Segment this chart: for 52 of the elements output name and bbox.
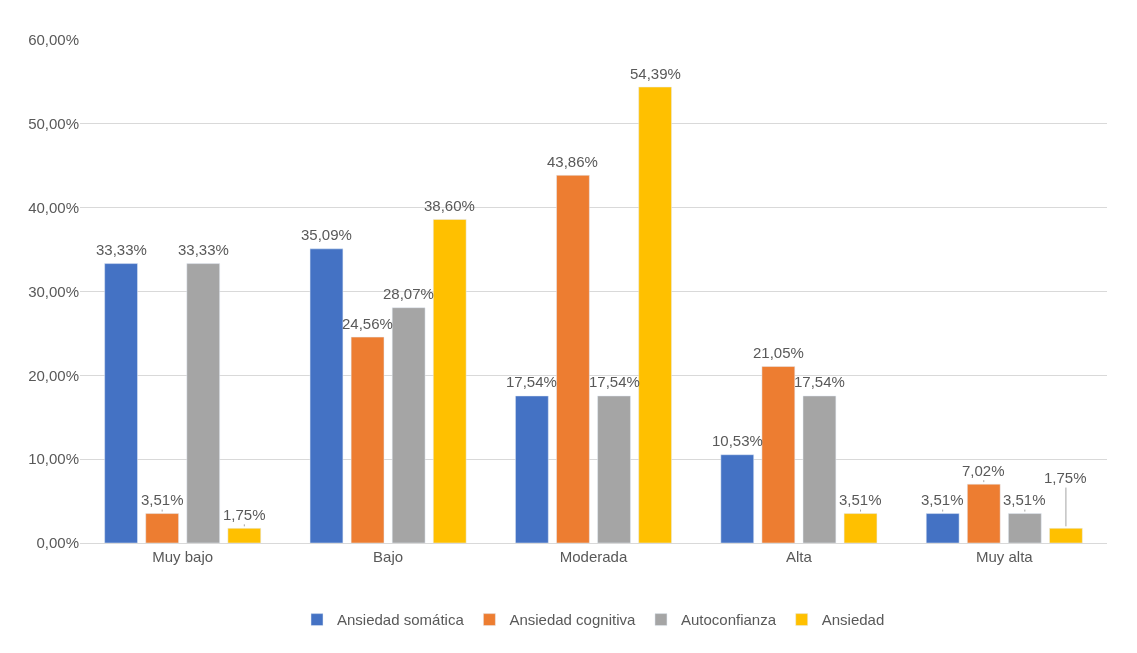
bar (597, 395, 631, 543)
bar (556, 175, 590, 543)
data-label: 7,02% (962, 462, 1005, 479)
bar (227, 528, 261, 543)
bar (843, 513, 878, 543)
data-label: 3,51% (1003, 491, 1046, 508)
data-label: 3,51% (921, 491, 964, 508)
data-label: 35,09% (301, 226, 352, 243)
data-label: 3,51% (141, 491, 184, 508)
bar (720, 454, 754, 543)
data-label: 17,54% (506, 373, 557, 390)
bar (350, 336, 385, 543)
data-label: 21,05% (753, 344, 804, 361)
y-tick-label: 0,00% (36, 534, 79, 552)
data-label: 33,33% (96, 241, 147, 258)
y-tick-label: 40,00% (28, 198, 79, 216)
bar (104, 263, 138, 543)
y-tick-label: 10,00% (28, 450, 79, 468)
data-label: 33,33% (178, 241, 229, 258)
bar (761, 366, 796, 543)
x-tick-label: Alta (785, 548, 813, 565)
data-label: 17,54% (794, 373, 845, 390)
bar (1049, 528, 1083, 543)
legend-label: Ansiedad (821, 611, 885, 629)
data-label: 1,75% (223, 506, 266, 523)
bar (391, 307, 426, 543)
bar (967, 483, 1001, 543)
x-tick-label: Muy alta (975, 548, 1034, 565)
x-tick-label: Bajo (373, 548, 404, 565)
x-tick-label: Muy bajo (152, 548, 214, 565)
data-label: 54,39% (630, 65, 681, 82)
x-tick-label: Moderada (559, 548, 628, 565)
bar (433, 219, 467, 543)
y-tick-label: 60,00% (28, 31, 79, 49)
bar (186, 263, 220, 543)
bar (926, 513, 960, 543)
bar (515, 395, 549, 543)
y-tick-label: 30,00% (28, 282, 79, 300)
data-label: 1,75% (1044, 469, 1087, 486)
bar (638, 86, 672, 543)
bar (802, 395, 837, 543)
bar (309, 248, 344, 543)
y-tick-label: 20,00% (28, 366, 79, 384)
data-label: 3,51% (839, 491, 882, 508)
data-label: 43,86% (547, 153, 598, 170)
legend-label: Ansiedad cognitiva (509, 611, 636, 629)
legend-label: Autoconfianza (680, 611, 777, 629)
data-label: 38,60% (424, 197, 475, 214)
y-tick-label: 50,00% (28, 115, 79, 133)
bar (145, 513, 179, 543)
bar (1008, 513, 1042, 543)
legend-label: Ansiedad somática (337, 611, 465, 629)
